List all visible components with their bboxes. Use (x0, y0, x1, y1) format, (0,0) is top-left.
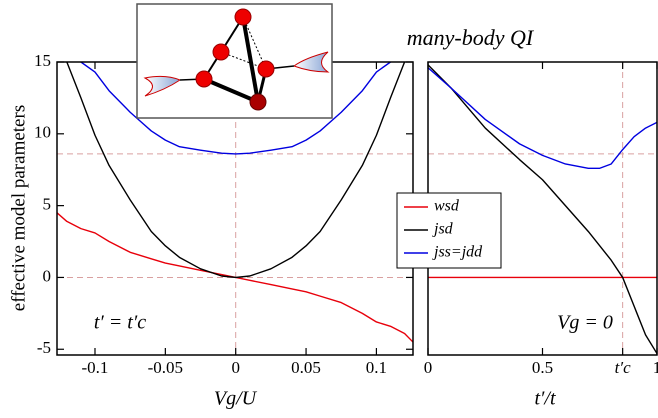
x-tick-label: 0.1 (366, 358, 387, 377)
panel: 0 0.5 t′c 1 (424, 61, 658, 377)
y-tick-label: 10 (34, 123, 51, 142)
legend: wsd jsd jss=jdd (396, 192, 502, 269)
series-line (428, 67, 657, 169)
legend-label: jss=jdd (432, 244, 483, 261)
legend-label: wsd (434, 198, 460, 215)
annotation: t′ = t′c (94, 312, 146, 334)
inset-frame (136, 3, 333, 119)
panel: -0.1 -0.05 0 0.05 0.1 -5 0 5 10 15 (34, 51, 414, 377)
y-tick-label: 15 (34, 51, 51, 70)
x-tick-label: 0.5 (532, 358, 553, 377)
y-tick-label: -5 (37, 338, 51, 357)
x-tick-label: 0 (424, 358, 433, 377)
x-tick-label: 1 (653, 358, 658, 377)
x-tick-label: 0 (231, 358, 240, 377)
figure-title: many-body QI (407, 25, 535, 50)
x-tick-label: -0.05 (148, 358, 183, 377)
x-axis-label: t′/t (534, 388, 555, 410)
y-tick-label: 5 (43, 195, 52, 214)
lead (292, 51, 330, 73)
plots: -0.1 -0.05 0 0.05 0.1 -5 0 5 10 15 0 0.5 t′c 1 (34, 51, 658, 377)
x-axis-label: Vg/U (214, 388, 258, 410)
inset-diagram (136, 3, 333, 119)
y-axis-label: effective model parameters (8, 105, 29, 311)
x-tick-label: -0.1 (82, 358, 109, 377)
lead (143, 75, 182, 97)
x-tick-label: 0.05 (291, 358, 321, 377)
series-line (66, 62, 406, 279)
series-line (80, 62, 391, 155)
annotation: Vg = 0 (557, 312, 613, 334)
y-tick-label: 0 (43, 266, 52, 285)
bonds (179, 16, 295, 104)
legend-label: jsd (432, 221, 454, 238)
x-tick-label: t′c (615, 358, 631, 377)
series-line (428, 64, 657, 354)
